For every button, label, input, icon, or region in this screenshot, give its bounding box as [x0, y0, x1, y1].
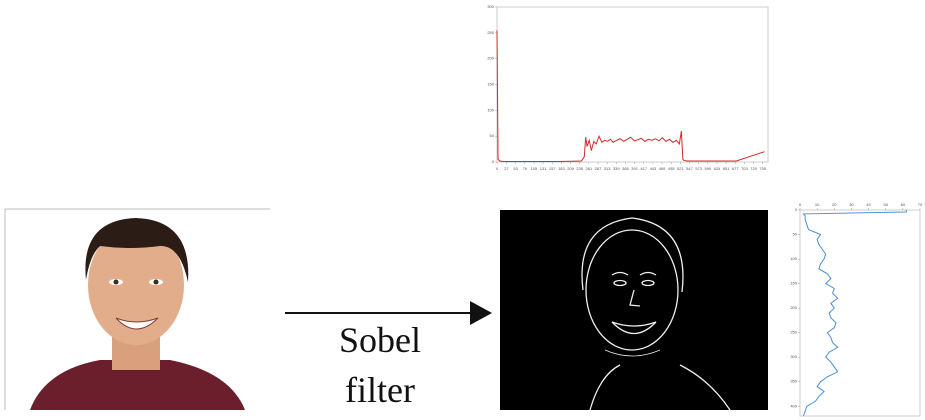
x-tick-label: 0: [496, 166, 499, 171]
arrow-label: filter: [345, 370, 415, 410]
x-tick-label: 703: [741, 166, 748, 171]
x-tick-label: 651: [723, 166, 730, 171]
x-tick-label: 417: [640, 166, 647, 171]
x-tick-label: 131: [540, 166, 547, 171]
y-tick-label: 20: [832, 202, 837, 207]
x-tick-label: 313: [604, 166, 611, 171]
x-tick-label: 287: [595, 166, 602, 171]
arrow-label: Sobel: [339, 320, 421, 360]
y-tick-label: 0: [799, 202, 802, 207]
y-tick-label: 300: [487, 4, 494, 9]
x-tick-label: 521: [677, 166, 684, 171]
x-tick-label: 79: [523, 166, 528, 171]
input-photo: [4, 208, 270, 410]
x-tick-label: 250: [790, 330, 797, 335]
x-tick-label: 391: [631, 166, 638, 171]
chart-frame: [496, 6, 769, 163]
x-tick-label: 677: [732, 166, 739, 171]
data-line: [802, 210, 907, 417]
x-tick-label: 100: [790, 256, 797, 261]
x-tick-label: 157: [549, 166, 556, 171]
x-tick-label: 150: [790, 281, 797, 286]
x-tick-label: 27: [504, 166, 509, 171]
x-tick-label: 209: [567, 166, 574, 171]
x-tick-label: 400: [790, 403, 797, 408]
x-tick-label: 53: [513, 166, 518, 171]
y-tick-label: 50: [883, 202, 888, 207]
x-tick-label: 495: [668, 166, 675, 171]
y-tick-label: 100: [487, 107, 494, 112]
x-tick-label: 235: [576, 166, 583, 171]
y-tick-label: 200: [487, 56, 494, 61]
y-tick-label: 10: [815, 202, 820, 207]
x-tick-label: 469: [659, 166, 666, 171]
y-tick-label: 40: [866, 202, 871, 207]
x-tick-label: 0: [795, 207, 798, 212]
x-tick-label: 183: [558, 166, 565, 171]
y-tick-label: 70: [918, 202, 923, 207]
edge-image: [500, 210, 768, 411]
x-tick-label: 350: [790, 379, 797, 384]
x-tick-label: 50: [793, 232, 798, 237]
y-tick-label: 150: [487, 82, 494, 87]
y-tick-label: 0: [492, 159, 495, 164]
x-tick-label: 261: [586, 166, 593, 171]
x-tick-label: 729: [750, 166, 757, 171]
x-tick-label: 300: [790, 354, 797, 359]
x-tick-label: 365: [622, 166, 629, 171]
y-tick-label: 60: [901, 202, 906, 207]
y-tick-label: 250: [487, 30, 494, 35]
data-line: [496, 30, 765, 162]
y-tick-label: 50: [490, 133, 495, 138]
x-tick-label: 755: [759, 166, 766, 171]
x-tick-label: 625: [714, 166, 721, 171]
arrow: [285, 301, 492, 325]
x-tick-label: 200: [790, 305, 797, 310]
x-tick-label: 599: [704, 166, 711, 171]
x-tick-label: 339: [613, 166, 620, 171]
x-tick-label: 573: [695, 166, 702, 171]
x-tick-label: 105: [531, 166, 538, 171]
x-tick-label: 547: [686, 166, 693, 171]
y-tick-label: 30: [849, 202, 854, 207]
x-tick-label: 443: [650, 166, 657, 171]
